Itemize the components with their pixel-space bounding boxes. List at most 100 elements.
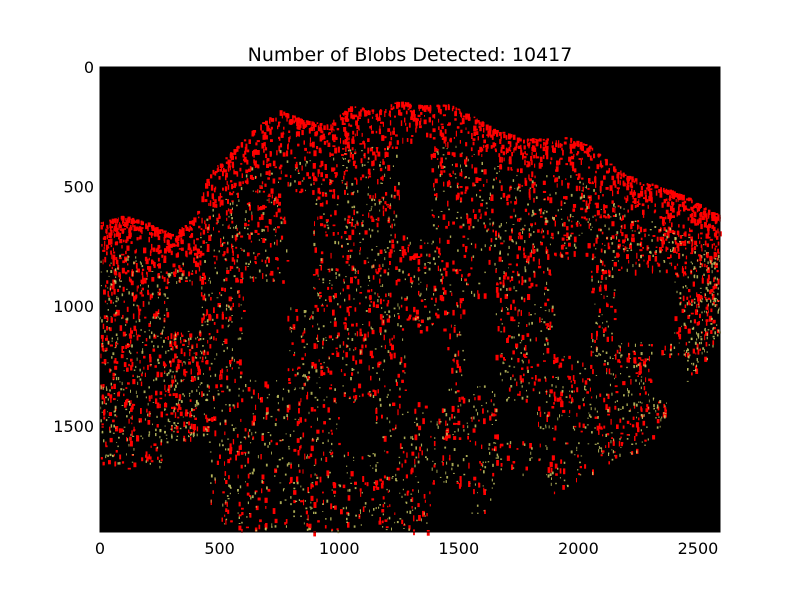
- blob-mark: [122, 331, 126, 337]
- blob-mark: [508, 133, 511, 140]
- edge-speckle: [301, 180, 304, 182]
- blob-mark: [133, 219, 136, 224]
- blob-mark: [212, 490, 214, 494]
- blob-mark: [703, 210, 706, 216]
- edge-speckle: [455, 177, 457, 179]
- blob-mark: [443, 437, 446, 440]
- blob-mark: [219, 192, 222, 199]
- blob-mark: [194, 252, 197, 256]
- blob-mark: [438, 105, 441, 110]
- blob-mark: [177, 252, 179, 258]
- blob-mark: [129, 225, 132, 228]
- blob-mark: [364, 482, 367, 485]
- blob-mark: [170, 250, 173, 256]
- blob-mark: [626, 254, 629, 260]
- blob-mark: [630, 185, 634, 189]
- blob-mark: [202, 229, 206, 235]
- blob-mark: [559, 468, 562, 474]
- blob-mark: [614, 184, 617, 188]
- blob-mark: [684, 266, 687, 270]
- blob-mark: [473, 131, 476, 136]
- edge-speckle: [157, 315, 159, 317]
- edge-speckle: [187, 346, 190, 348]
- blob-mark: [500, 242, 504, 245]
- blob-mark: [335, 347, 338, 350]
- blob-mark: [590, 364, 593, 369]
- blob-mark: [657, 263, 661, 267]
- blob-mark: [216, 329, 219, 333]
- blob-mark: [572, 146, 576, 149]
- blob-mark: [442, 287, 445, 290]
- blob-mark: [245, 437, 247, 440]
- blob-mark: [296, 120, 299, 126]
- blob-mark: [432, 152, 436, 158]
- blob-mark: [413, 253, 415, 256]
- blob-mark: [595, 218, 597, 222]
- blob-mark: [686, 296, 689, 300]
- blob-mark: [363, 260, 367, 265]
- blob-mark: [265, 153, 268, 158]
- blob-mark: [553, 391, 556, 397]
- blob-mark: [109, 227, 112, 232]
- blob-mark: [337, 146, 340, 153]
- edge-speckle: [133, 261, 135, 265]
- blob-mark: [506, 195, 509, 201]
- blob-mark: [142, 301, 145, 307]
- blob-mark: [162, 361, 165, 367]
- edge-speckle: [520, 380, 522, 384]
- blob-mark: [695, 368, 699, 374]
- blob-mark: [156, 424, 159, 428]
- blob-mark: [173, 271, 176, 276]
- blob-mark: [696, 304, 698, 309]
- blob-mark: [669, 214, 671, 221]
- blob-mark: [338, 442, 341, 446]
- edge-speckle: [542, 428, 545, 430]
- blob-mark: [512, 270, 515, 273]
- blob-mark: [571, 155, 575, 160]
- edge-speckle: [214, 267, 216, 269]
- blob-mark: [311, 485, 314, 488]
- blob-mark: [232, 250, 234, 256]
- blob-mark: [381, 414, 383, 419]
- blob-mark: [464, 278, 467, 282]
- blob-mark: [494, 128, 496, 133]
- blob-mark: [626, 195, 629, 202]
- blob-mark: [711, 217, 714, 221]
- blob-mark: [456, 333, 459, 336]
- blob-mark: [279, 216, 283, 220]
- blob-mark: [269, 119, 271, 124]
- blob-mark: [181, 362, 183, 367]
- blob-mark: [348, 146, 350, 151]
- blob-mark: [450, 324, 452, 328]
- blob-mark: [439, 237, 441, 244]
- blob-mark: [509, 215, 513, 219]
- edge-speckle: [295, 500, 298, 502]
- blob-mark: [510, 134, 513, 138]
- blob-mark: [468, 273, 471, 276]
- blob-mark: [660, 187, 662, 193]
- blob-mark: [334, 210, 337, 216]
- blob-mark: [689, 229, 693, 233]
- blob-mark: [322, 404, 326, 408]
- blob-mark: [448, 458, 451, 461]
- blob-mark: [700, 295, 703, 300]
- blob-mark: [478, 419, 480, 422]
- blob-mark: [517, 310, 519, 317]
- blob-mark: [341, 117, 345, 120]
- blob-mark: [540, 215, 543, 218]
- edge-speckle: [241, 317, 243, 320]
- edge-speckle: [344, 392, 346, 394]
- blob-mark: [549, 161, 552, 165]
- blob-mark: [212, 169, 215, 175]
- blob-mark: [658, 229, 661, 233]
- blob-mark: [110, 245, 113, 248]
- blob-mark: [640, 186, 643, 191]
- blob-mark: [527, 138, 529, 142]
- blob-mark: [451, 292, 453, 296]
- blob-mark: [150, 249, 152, 254]
- blob-mark: [439, 161, 442, 167]
- blob-mark: [325, 219, 329, 222]
- blob-mark: [664, 345, 666, 351]
- blob-mark: [175, 366, 179, 371]
- blob-mark: [219, 215, 221, 219]
